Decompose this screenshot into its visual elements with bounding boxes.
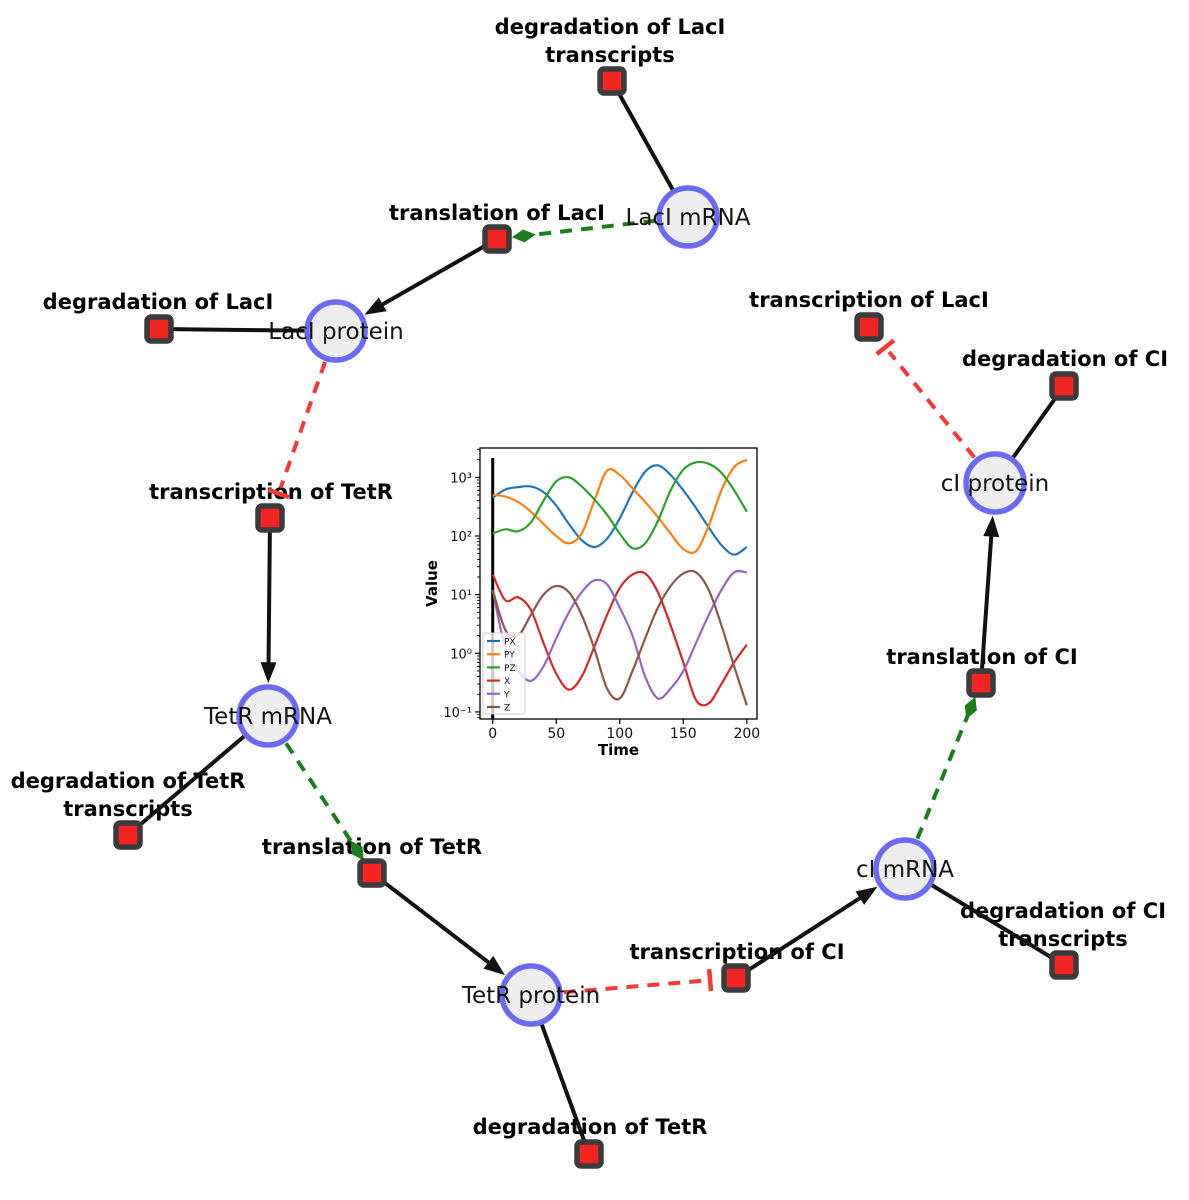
reaction-node-transc_laci (854, 312, 884, 342)
reaction-label-deg_tetr_tx: degradation of TetR (11, 769, 246, 793)
edge-product-transl_laci-laci_protein (364, 297, 387, 315)
edge-inhibitor-tetr_protein-transc_ci (563, 978, 705, 995)
reaction-node-deg_ci_tx (1049, 950, 1079, 980)
reaction-label-deg_laci_tx: degradation of LacI (495, 15, 726, 39)
reaction-node-deg_tetr (574, 1139, 604, 1169)
species-label-ci_mrna: cI mRNA (856, 857, 954, 883)
edge-product-transl_ci-ci_protein (979, 531, 994, 684)
edge-modifier-tetr_mrna-transl_tetr (284, 742, 358, 850)
series-Y (491, 569, 747, 700)
edge-inhibitor-ci_protein-transc_laci (875, 338, 896, 356)
series-Z (491, 569, 748, 706)
edge-reactant-laci_protein-deg_laci (158, 327, 306, 333)
edge-inhibitor-laci_protein-transc_tetr (267, 487, 290, 500)
x-tick-label: 50 (547, 726, 565, 742)
y-axis-label: Value (425, 560, 441, 607)
reaction-node-transc_tetr (255, 503, 285, 533)
reaction-node-deg_laci_tx (597, 66, 627, 96)
reaction-label-deg_laci: degradation of LacI (43, 290, 274, 314)
reaction-node-deg_ci (1049, 371, 1079, 401)
x-tick-label: 100 (606, 726, 633, 742)
edge-product-transl_laci-laci_protein (377, 237, 498, 309)
species-labels-layer: LacI mRNA LacI protein TetR mRNA TetR prote… (203, 205, 1049, 1009)
species-label-tetr_mrna: TetR mRNA (203, 704, 332, 730)
species-label-tetr_protein: TetR protein (461, 983, 600, 1009)
edge-product-transl_tetr-tetr_protein (370, 871, 494, 967)
reaction-node-transl_ci (966, 668, 996, 698)
legend-label-PZ: PZ (504, 664, 516, 674)
edge-reactant-ci_mrna-deg_ci_tx (930, 883, 1066, 967)
legend: PX PY PZ XYZ (482, 632, 526, 715)
series-PY (492, 458, 748, 555)
edge-reactant-tetr_protein-deg_tetr (539, 1023, 591, 1155)
nodes-layer (113, 66, 1079, 1169)
edge-product-transc_tetr-tetr_mrna (260, 662, 277, 684)
edge-modifier-ci_mrna-transl_ci (964, 696, 977, 720)
plot-frame (479, 447, 758, 720)
edge-product-transc_ci-ci_mrna (734, 893, 866, 980)
x-tick-label: 150 (670, 726, 697, 742)
y-tick-label: 10³ (450, 471, 472, 486)
species-label-ci_protein: cI protein (941, 471, 1050, 497)
reaction-label-transc_ci: transcription of CI (629, 940, 844, 964)
x-tick-label: 0 (488, 726, 497, 742)
reaction-label-transl_laci: translation of LacI (389, 201, 605, 225)
reaction-node-transc_ci (721, 963, 751, 993)
reaction-label-deg_tetr_tx: transcripts (63, 797, 193, 821)
reaction-label-transl_tetr: translation of TetR (262, 835, 482, 859)
edge-reactant-tetr_mrna-deg_tetr_tx (126, 734, 246, 837)
edge-modifier-tetr_mrna-transl_tetr (350, 840, 364, 861)
edge-product-transl_tetr-tetr_protein (483, 955, 506, 976)
species-node-laci_protein (304, 299, 368, 363)
legend-label-PX: PX (504, 638, 516, 648)
y-tick-label: 10⁰ (450, 647, 472, 662)
edge-inhibitor-tetr_protein-transc_ci (706, 969, 714, 992)
reaction-label-deg_ci: degradation of CI (962, 347, 1168, 371)
series-PZ (492, 460, 748, 550)
edge-product-transl_ci-ci_protein (983, 515, 1000, 538)
species-node-tetr_mrna (236, 684, 300, 748)
timeseries-chart: 0 50 100 150 200 10³ 10² 10¹ 10⁰ 10⁻¹ Time Value PX P… (423, 437, 775, 767)
species-label-laci_mrna: LacI mRNA (626, 205, 751, 231)
species-node-ci_mrna (873, 837, 937, 901)
edge-modifier-ci_mrna-transl_ci (915, 710, 972, 840)
y-tick-label: 10² (450, 530, 472, 545)
edge-reactant-laci_mrna-deg_laci_tx (610, 80, 675, 192)
reaction-node-transl_tetr (357, 858, 387, 888)
reaction-label-deg_ci_tx: degradation of CI (960, 899, 1166, 923)
reaction-node-deg_laci (144, 314, 174, 344)
legend-label-X: X (504, 677, 510, 687)
x-tick-label: 200 (733, 726, 760, 742)
timeseries-chart-svg: 0 50 100 150 20010³10²10¹10⁰10⁻¹TimeValuePXP… (423, 447, 760, 759)
species-node-tetr_protein (499, 963, 563, 1027)
reaction-labels-layer: degradation of LacI transcripts translatio… (11, 15, 1168, 1139)
reaction-label-deg_tetr: degradation of TetR (473, 1115, 708, 1139)
y-tick-label: 10⁻¹ (443, 706, 472, 721)
edges-layer (126, 80, 1066, 1155)
reaction-node-deg_tetr_tx (113, 820, 143, 850)
reaction-node-transl_laci (482, 224, 512, 254)
x-axis-label: Time (598, 741, 639, 759)
legend-label-Y: Y (503, 690, 510, 700)
legend-label-Z: Z (504, 704, 510, 714)
series-PX (492, 464, 748, 556)
edge-product-transc_tetr-tetr_mrna (266, 517, 272, 668)
edge-modifier-laci_mrna-transl_laci (526, 218, 656, 238)
edge-inhibitor-laci_protein-transc_tetr (278, 361, 327, 489)
legend-label-PY: PY (504, 651, 515, 661)
edge-inhibitor-ci_protein-transc_laci (887, 350, 976, 459)
edge-product-transc_ci-ci_mrna (855, 886, 878, 905)
reaction-label-transc_laci: transcription of LacI (749, 288, 989, 312)
species-node-ci_protein (963, 451, 1027, 515)
y-tick-label: 10¹ (450, 589, 472, 604)
series-X (491, 570, 748, 707)
species-label-laci_protein: LacI protein (268, 319, 403, 345)
edge-modifier-laci_mrna-transl_laci (511, 229, 536, 243)
species-node-laci_mrna (656, 185, 720, 249)
reaction-label-deg_laci_tx: transcripts (545, 43, 675, 67)
